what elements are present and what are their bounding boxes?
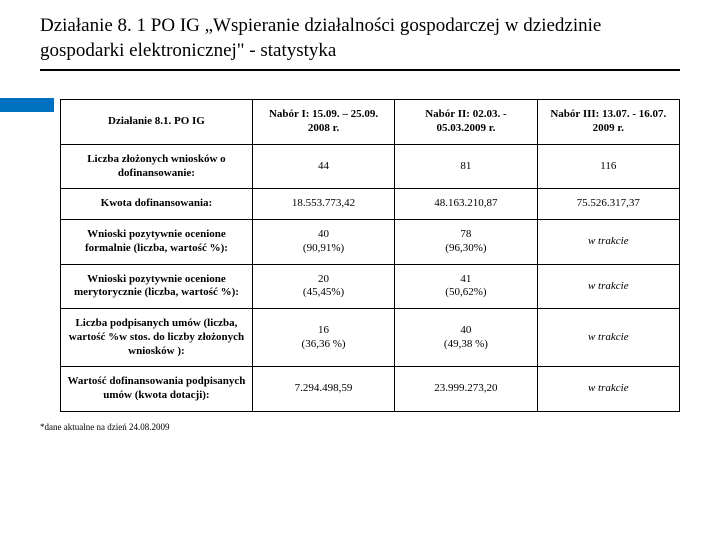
cell: w trakcie <box>537 220 679 265</box>
cell: 23.999.273,20 <box>395 367 537 412</box>
slide-title: Działanie 8. 1 PO IG „Wspieranie działal… <box>40 14 680 71</box>
cell: 20(45,45%) <box>252 264 394 309</box>
cell: 44 <box>252 144 394 189</box>
table-body: Liczba złożonych wniosków o dofinansowan… <box>61 144 680 411</box>
cell: w trakcie <box>537 367 679 412</box>
table-container: Działanie 8.1. PO IG Nabór I: 15.09. – 2… <box>0 81 720 412</box>
col-header-0: Działanie 8.1. PO IG <box>61 100 253 145</box>
row-label: Kwota dofinansowania: <box>61 189 253 220</box>
stats-table: Działanie 8.1. PO IG Nabór I: 15.09. – 2… <box>60 99 680 412</box>
row-label: Liczba podpisanych umów (liczba, wartość… <box>61 309 253 367</box>
row-label: Wartość dofinansowania podpisanych umów … <box>61 367 253 412</box>
cell: 81 <box>395 144 537 189</box>
cell: 116 <box>537 144 679 189</box>
cell: 75.526.317,37 <box>537 189 679 220</box>
table-row: Wartość dofinansowania podpisanych umów … <box>61 367 680 412</box>
table-header-row: Działanie 8.1. PO IG Nabór I: 15.09. – 2… <box>61 100 680 145</box>
cell: 16(36,36 %) <box>252 309 394 367</box>
footnote: *dane aktualne na dzień 24.08.2009 <box>0 412 720 432</box>
cell: 40(90,91%) <box>252 220 394 265</box>
table-row: Kwota dofinansowania:18.553.773,4248.163… <box>61 189 680 220</box>
table-row: Liczba złożonych wniosków o dofinansowan… <box>61 144 680 189</box>
table-row: Liczba podpisanych umów (liczba, wartość… <box>61 309 680 367</box>
table-row: Wnioski pozytywnie ocenione formalnie (l… <box>61 220 680 265</box>
slide-header: Działanie 8. 1 PO IG „Wspieranie działal… <box>0 0 720 81</box>
cell: w trakcie <box>537 309 679 367</box>
cell: 41(50,62%) <box>395 264 537 309</box>
accent-bar <box>0 98 54 112</box>
cell: 78(96,30%) <box>395 220 537 265</box>
cell: 18.553.773,42 <box>252 189 394 220</box>
cell: 40(49,38 %) <box>395 309 537 367</box>
row-label: Liczba złożonych wniosków o dofinansowan… <box>61 144 253 189</box>
table-row: Wnioski pozytywnie ocenione merytoryczni… <box>61 264 680 309</box>
col-header-1: Nabór I: 15.09. – 25.09. 2008 r. <box>252 100 394 145</box>
cell: w trakcie <box>537 264 679 309</box>
cell: 48.163.210,87 <box>395 189 537 220</box>
col-header-3: Nabór III: 13.07. - 16.07. 2009 r. <box>537 100 679 145</box>
row-label: Wnioski pozytywnie ocenione merytoryczni… <box>61 264 253 309</box>
row-label: Wnioski pozytywnie ocenione formalnie (l… <box>61 220 253 265</box>
col-header-2: Nabór II: 02.03. - 05.03.2009 r. <box>395 100 537 145</box>
cell: 7.294.498,59 <box>252 367 394 412</box>
